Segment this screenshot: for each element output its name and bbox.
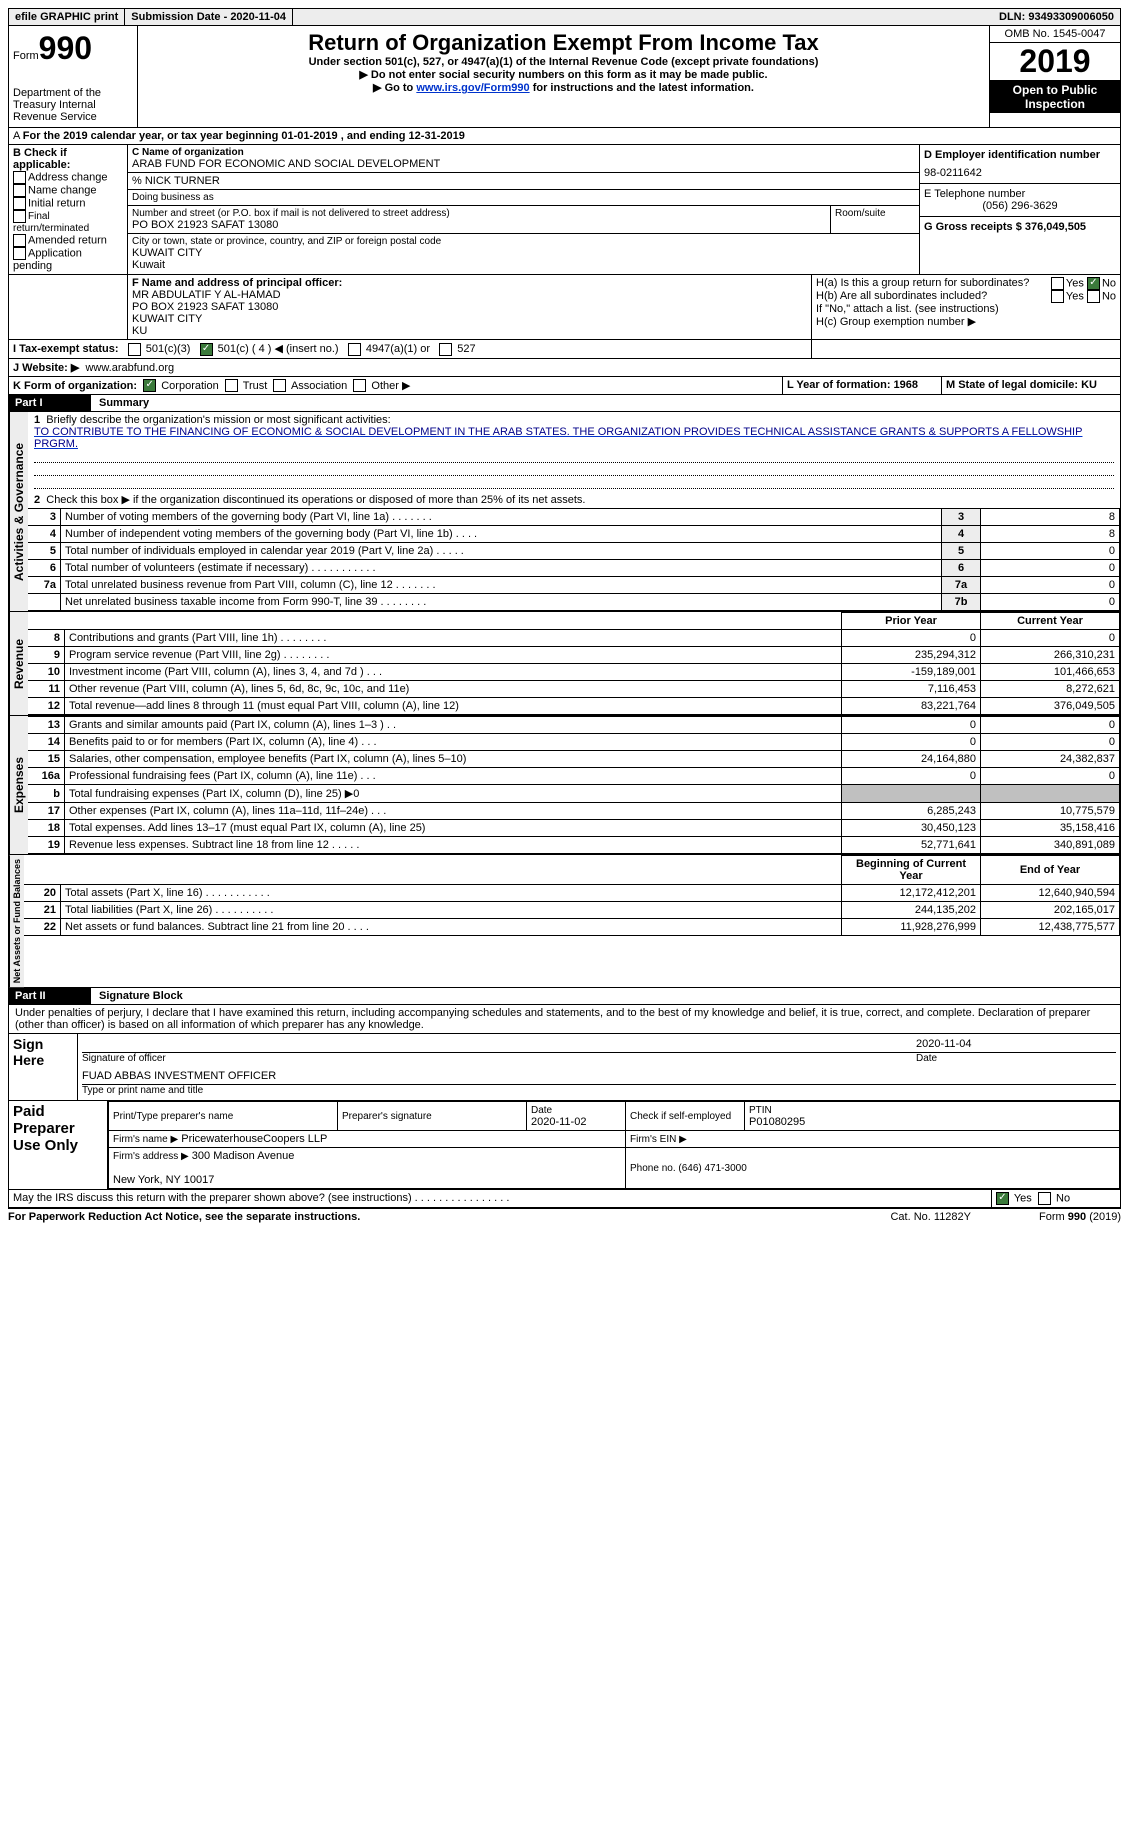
check-corp[interactable] (143, 379, 156, 392)
vlabel-netassets: Net Assets or Fund Balances (9, 855, 24, 987)
g-gross-receipts: G Gross receipts $ 376,049,505 (924, 221, 1116, 233)
check-final[interactable] (13, 210, 26, 223)
check-pending[interactable] (13, 247, 26, 260)
vlabel-revenue: Revenue (9, 612, 28, 715)
table-netassets: Beginning of Current YearEnd of Year20To… (24, 855, 1120, 936)
paid-preparer: Paid Preparer Use Only (9, 1101, 108, 1189)
vlabel-expenses: Expenses (9, 716, 28, 854)
i-header: I Tax-exempt status: (13, 343, 119, 355)
check-501c[interactable] (200, 343, 213, 356)
goto-suffix: for instructions and the latest informat… (530, 82, 754, 94)
form-title: Return of Organization Exempt From Incom… (142, 30, 985, 56)
part2-title: Signature Block (91, 988, 1120, 1004)
officer-city: KUWAIT CITY (132, 313, 807, 325)
street-address: PO BOX 21923 SAFAT 13080 (132, 219, 826, 231)
line-a: A For the 2019 calendar year, or tax yea… (9, 128, 1120, 144)
sig-date-val: 2020-11-04 (916, 1038, 1116, 1053)
e-header: E Telephone number (924, 188, 1116, 200)
check-initial[interactable] (13, 197, 26, 210)
form-990: 990 (39, 30, 92, 66)
check-501c3[interactable] (128, 343, 141, 356)
goto-prefix: ▶ Go to (373, 82, 416, 94)
city-header: City or town, state or province, country… (132, 236, 915, 247)
b-header: B Check if applicable: (13, 147, 123, 171)
check-name[interactable] (13, 184, 26, 197)
officer-title-lbl: Type or print name and title (82, 1085, 1116, 1096)
officer-country: KU (132, 325, 807, 337)
part2-label: Part II (9, 988, 91, 1004)
sig-officer: Signature of officer (82, 1053, 916, 1064)
org-name: ARAB FUND FOR ECONOMIC AND SOCIAL DEVELO… (132, 158, 915, 170)
ha-no[interactable] (1087, 277, 1100, 290)
officer-name: MR ABDULATIF Y AL-HAMAD (132, 289, 807, 301)
ha-label: H(a) Is this a group return for subordin… (816, 277, 1029, 290)
cat-no: Cat. No. 11282Y (890, 1211, 971, 1223)
form-label: Form (13, 50, 39, 62)
officer-title-val: FUAD ABBAS INVESTMENT OFFICER (82, 1070, 1116, 1085)
care-of: % NICK TURNER (128, 173, 919, 190)
k-header: K Form of organization: (13, 380, 137, 392)
part1-title: Summary (91, 395, 1120, 411)
c-header: C Name of organization (132, 147, 915, 158)
check-4947[interactable] (348, 343, 361, 356)
dept-treasury: Department of the Treasury Internal Reve… (13, 87, 133, 123)
l-year: L Year of formation: 1968 (787, 379, 918, 391)
tax-year: 2019 (990, 43, 1120, 81)
subtitle-2: ▶ Do not enter social security numbers o… (142, 68, 985, 81)
irs-yes[interactable] (996, 1192, 1009, 1205)
j-header: J Website: ▶ (13, 362, 79, 374)
ha-yes[interactable] (1051, 277, 1064, 290)
part1-label: Part I (9, 395, 91, 411)
sign-here: Sign Here (9, 1034, 78, 1100)
mission: TO CONTRIBUTE TO THE FINANCING OF ECONOM… (34, 426, 1082, 450)
irs-no[interactable] (1038, 1192, 1051, 1205)
submission-date: Submission Date - 2020-11-04 (125, 9, 293, 25)
irs-link[interactable]: www.irs.gov/Form990 (416, 82, 529, 94)
paid-preparer-block: Paid Preparer Use Only Print/Type prepar… (8, 1101, 1121, 1190)
officer-addr: PO BOX 21923 SAFAT 13080 (132, 301, 807, 313)
table-expenses: 13Grants and similar amounts paid (Part … (28, 716, 1120, 854)
website[interactable]: www.arabfund.org (85, 362, 174, 374)
form-header: Form990 Department of the Treasury Inter… (8, 26, 1121, 128)
open-inspection: Open to Public Inspection (990, 81, 1120, 113)
identity-block: B Check if applicable: Address change Na… (8, 145, 1121, 275)
part1-body: Activities & Governance 1 Briefly descri… (8, 412, 1121, 612)
ein: 98-0211642 (924, 167, 1116, 179)
sig-date: Date (916, 1053, 1116, 1064)
hc-label: H(c) Group exemption number ▶ (816, 315, 1116, 328)
check-address[interactable] (13, 171, 26, 184)
hb-label: H(b) Are all subordinates included? (816, 290, 987, 303)
check-other[interactable] (353, 379, 366, 392)
dba: Doing business as (128, 190, 919, 206)
check-assoc[interactable] (273, 379, 286, 392)
addr-header: Number and street (or P.O. box if mail i… (132, 208, 826, 219)
table-revenue: Prior YearCurrent Year8Contributions and… (28, 612, 1120, 715)
city-country: KUWAIT CITY Kuwait (132, 247, 915, 271)
f-header: F Name and address of principal officer: (132, 277, 807, 289)
check-amended[interactable] (13, 234, 26, 247)
hb-yes[interactable] (1051, 290, 1064, 303)
hb-no[interactable] (1087, 290, 1100, 303)
irs-discuss: May the IRS discuss this return with the… (13, 1192, 509, 1204)
subtitle-1: Under section 501(c), 527, or 4947(a)(1)… (142, 56, 985, 68)
dln: DLN: 93493309006050 (993, 9, 1120, 25)
l1-text: Briefly describe the organization's miss… (46, 414, 390, 426)
d-header: D Employer identification number (924, 149, 1116, 161)
declaration: Under penalties of perjury, I declare th… (8, 1005, 1121, 1034)
hb-note: If "No," attach a list. (see instruction… (816, 303, 1116, 315)
officer-block: F Name and address of principal officer:… (8, 275, 1121, 340)
sign-here-block: Sign Here Signature of officer 2020-11-0… (8, 1034, 1121, 1101)
room-suite: Room/suite (831, 206, 919, 233)
table-activities: 3Number of voting members of the governi… (28, 508, 1120, 611)
form-footer: Form 990 (2019) (971, 1211, 1121, 1223)
telephone: (056) 296-3629 (924, 200, 1116, 212)
efile-label[interactable]: efile GRAPHIC print (9, 9, 125, 25)
pra-notice: For Paperwork Reduction Act Notice, see … (8, 1211, 890, 1223)
m-state: M State of legal domicile: KU (946, 379, 1097, 391)
omb: OMB No. 1545-0047 (990, 26, 1120, 43)
check-trust[interactable] (225, 379, 238, 392)
top-bar: efile GRAPHIC print Submission Date - 20… (8, 8, 1121, 26)
check-527[interactable] (439, 343, 452, 356)
vlabel-activities: Activities & Governance (9, 412, 28, 611)
